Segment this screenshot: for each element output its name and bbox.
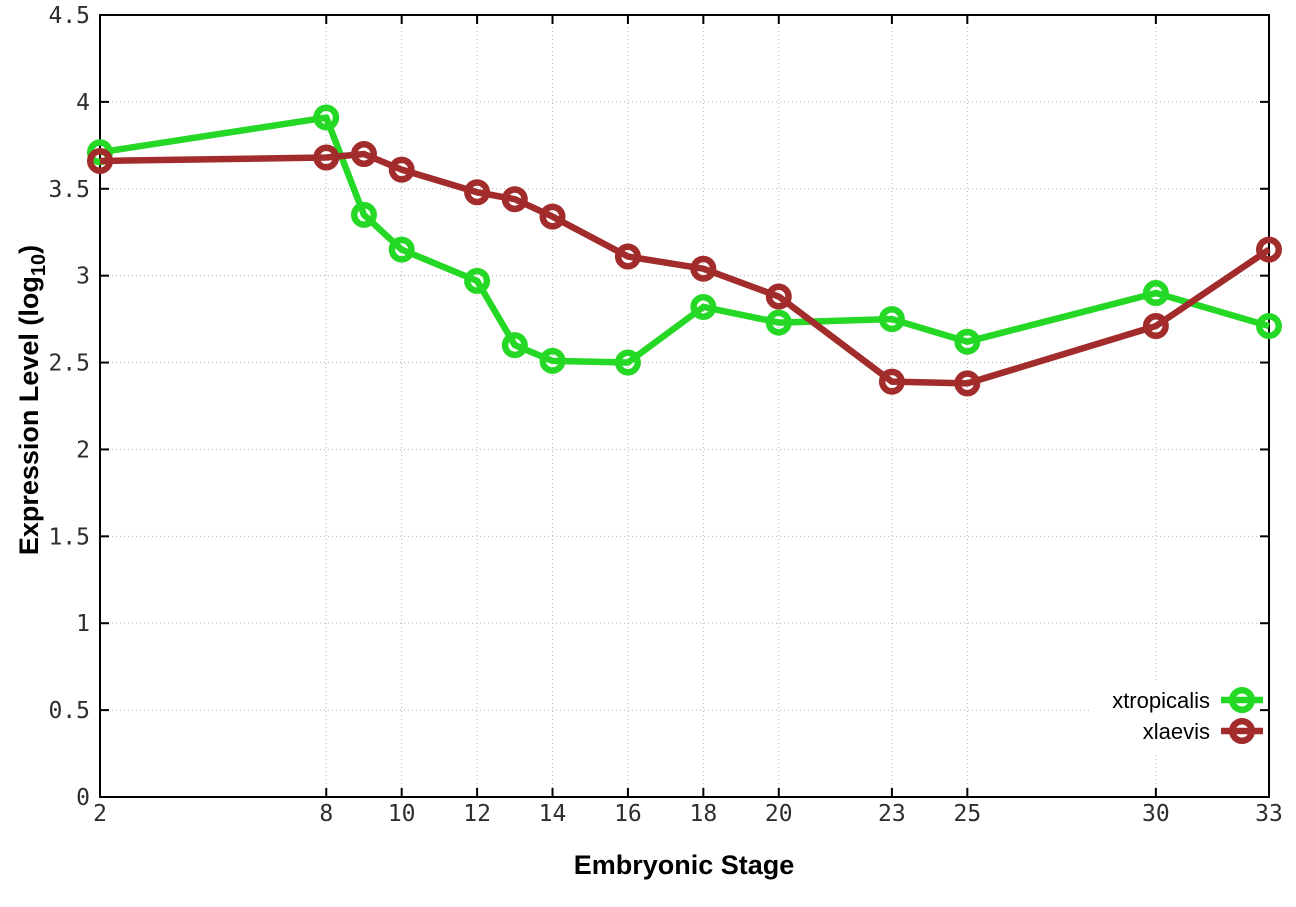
x-tick-label: 20 [765,801,793,827]
y-tick-label: 2 [76,437,90,463]
y-tick-label: 2.5 [48,351,90,377]
marker-xlaevis [954,370,981,397]
marker-xtropicalis [765,309,792,336]
marker-xtropicalis [878,306,905,333]
x-tick-label: 8 [319,801,333,827]
marker-xlaevis [501,186,528,213]
marker-xlaevis [464,179,491,206]
x-tick-label: 30 [1142,801,1170,827]
x-tick-label: 18 [690,801,718,827]
marker-xlaevis [87,147,113,174]
marker-xlaevis [765,283,792,310]
marker-xlaevis [313,144,340,171]
x-tick-label: 25 [953,801,981,827]
y-tick-label: 0.5 [48,698,90,724]
y-tick-label: 4 [76,90,90,116]
legend-label-xlaevis: xlaevis [1143,719,1210,744]
marker-xlaevis [1256,236,1282,263]
y-axis-title: Expression Level (log10) [14,245,50,555]
legend-sample-marker [1229,718,1255,744]
marker-xtropicalis [350,201,377,228]
y-tick-label: 1.5 [48,524,90,550]
data-series [87,104,1282,397]
marker-xtropicalis [501,332,528,359]
marker-xlaevis [1142,313,1169,340]
y-tick-label: 1 [76,611,90,637]
y-tick-label: 0 [76,785,90,811]
marker-xlaevis [878,368,905,395]
marker-xlaevis [388,156,415,183]
x-axis-title: Embryonic Stage [574,850,795,880]
marker-xtropicalis [690,293,717,320]
y-axis-title-main: Expression Level (log [14,276,44,555]
tick-labels: 0 0.5 1 1.5 2 2.5 3 3.5 4 4.5 2 8 10 12 14 16 18 20 23 25 30… [48,3,1282,827]
marker-xtropicalis [313,104,340,131]
gridlines [99,14,1270,798]
x-tick-label: 10 [388,801,416,827]
y-tick-label: 4.5 [48,3,90,29]
marker-xtropicalis [87,139,113,166]
y-tick-label: 3 [76,264,90,290]
series-line-xtropicalis [99,114,1270,366]
marker-xtropicalis [539,347,566,374]
axis-ticks [99,14,1270,798]
plot-border [99,14,1270,798]
marker-xlaevis [350,141,377,168]
marker-xtropicalis [1256,313,1282,340]
marker-xtropicalis [464,267,491,294]
legend-label-xtropicalis: xtropicalis [1112,688,1210,713]
legend-sample-marker [1229,687,1255,713]
marker-xlaevis [614,243,641,270]
x-tick-label: 12 [463,801,491,827]
x-tick-label: 33 [1255,801,1283,827]
marker-xtropicalis [1142,280,1169,307]
x-tick-label: 23 [878,801,906,827]
legend: xtropicalis xlaevis [1090,683,1263,753]
y-tick-label: 3.5 [48,177,90,203]
marker-xlaevis [690,255,717,282]
marker-xtropicalis [954,328,981,355]
marker-xtropicalis [388,236,415,263]
x-tick-label: 2 [93,801,107,827]
x-tick-label: 14 [539,801,567,827]
marker-xlaevis [539,203,566,230]
y-axis-title-close: ) [14,245,44,254]
x-tick-label: 16 [614,801,642,827]
y-axis-title-subscript: 10 [28,254,50,276]
marker-xtropicalis [614,349,641,376]
legend-background [1090,683,1258,753]
